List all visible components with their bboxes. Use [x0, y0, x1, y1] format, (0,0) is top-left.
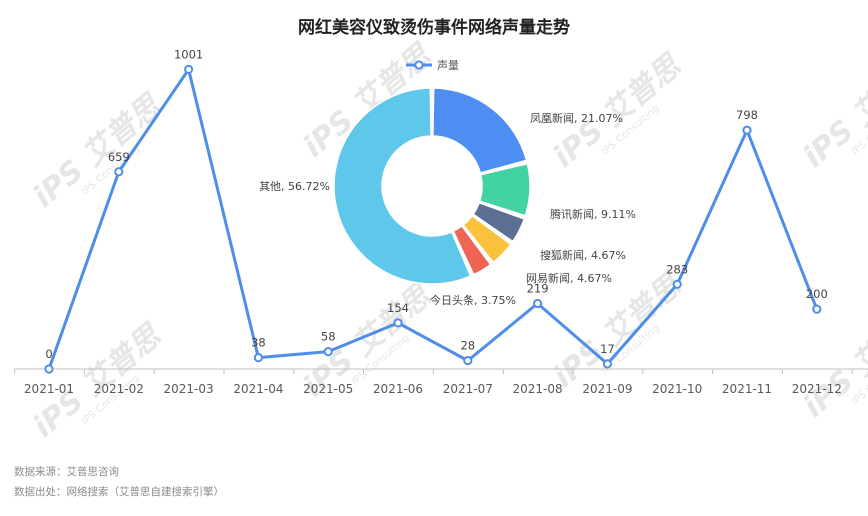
watermark-brand: iPS 艾普思 [27, 317, 170, 445]
data-point [393, 318, 403, 328]
x-tick-label: 2021-10 [652, 382, 702, 396]
x-tick-label: 2021-03 [164, 382, 214, 396]
data-label: 0 [45, 347, 52, 361]
x-tick-label: 2021-11 [722, 382, 772, 396]
data-label: 219 [527, 281, 549, 295]
legend-marker [414, 60, 424, 70]
legend-label: 声量 [437, 58, 459, 72]
watermark-brand: iPS 艾普思 [547, 47, 690, 175]
slice-label: 凤凰新闻, 21.07% [530, 111, 623, 125]
data-label: 17 [600, 342, 615, 356]
data-point [114, 167, 124, 177]
data-label: 154 [387, 301, 409, 315]
donut-chart: 凤凰新闻, 21.07% 腾讯新闻, 9.11% 搜狐新闻, 4.67% 网易新闻, … [259, 87, 636, 307]
data-label: 1001 [174, 47, 203, 61]
data-point [184, 64, 194, 75]
donut-slice [472, 201, 526, 243]
donut-slice [462, 214, 512, 264]
data-point [533, 298, 543, 309]
x-tick-label: 2021-06 [373, 382, 423, 396]
slice-label: 腾讯新闻, 9.11% [550, 207, 636, 221]
data-point [672, 279, 682, 289]
data-label: 58 [321, 330, 336, 344]
chart-title: 网红美容仪致烫伤事件网络声量走势 [298, 17, 570, 38]
x-tick-label: 2021-07 [443, 382, 493, 396]
x-tick-label: 2021-04 [233, 382, 283, 396]
x-tick-label: 2021-09 [582, 382, 632, 396]
series-line [47, 67, 819, 370]
x-tick-label: 2021-12 [792, 382, 842, 396]
slice-label: 今日头条, 3.75% [430, 293, 516, 307]
data-source-note: 数据来源：艾普思咨询 [14, 466, 119, 478]
data-label: 28 [460, 339, 475, 353]
donut-slice [432, 87, 528, 174]
x-tick-label: 2021-08 [513, 382, 563, 396]
data-point [253, 353, 263, 363]
x-tick-label: 2021-02 [94, 382, 144, 396]
data-point [812, 304, 822, 314]
data-label: 283 [666, 262, 688, 276]
x-tick-label: 2021-01 [24, 382, 74, 396]
data-label: 38 [251, 336, 266, 350]
data-origin-note: 数据出处：网络搜索（艾普思自建搜索引擎） [14, 486, 224, 498]
legend: 声量 [406, 58, 459, 72]
watermark-brand: iPS 艾普思 [27, 87, 170, 215]
slice-label: 搜狐新闻, 4.67% [540, 248, 626, 262]
data-point [463, 356, 473, 366]
data-point [602, 359, 613, 369]
x-axis: 2021-01 2021-02 2021-03 2021-04 2021-05 2021-… [14, 368, 868, 396]
donut-slice [333, 87, 472, 285]
x-tick-label: 2021-05 [303, 382, 353, 396]
donut-slice [478, 162, 531, 217]
data-label: 798 [736, 108, 758, 122]
slice-label: 网易新闻, 4.67% [526, 271, 612, 285]
donut-slice [452, 225, 492, 276]
line-series: 0 659 1001 38 58 154 28 219 17 283 798 200 [44, 47, 828, 374]
data-point [323, 347, 333, 357]
data-label: 200 [806, 287, 828, 301]
data-point [44, 364, 54, 374]
data-point [742, 125, 752, 135]
slice-label: 其他, 56.72% [259, 180, 330, 193]
data-label: 659 [108, 150, 130, 164]
